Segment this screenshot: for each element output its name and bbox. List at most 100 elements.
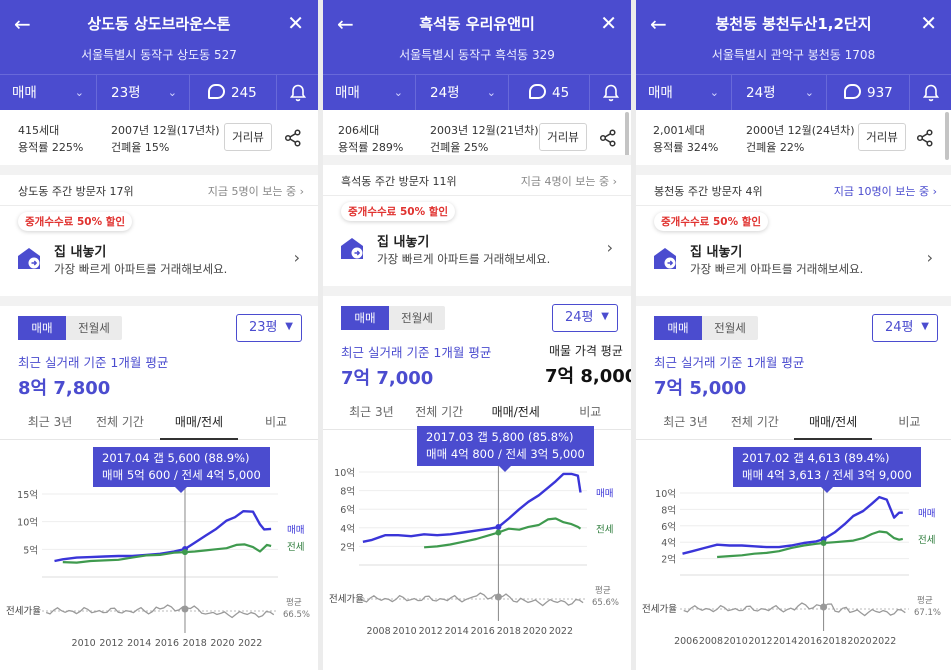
trade-type-label: 매매 — [648, 85, 673, 101]
weekly-visitor-rank: 봉천동 주간 방문자 4위 — [654, 185, 763, 198]
address: 서울특별시 관악구 봉천동 1708 — [711, 48, 876, 62]
y-tick-label: 8억 — [661, 504, 676, 516]
recent-avg-price: 8억 7,800 — [18, 378, 111, 399]
floor-area-ratio: 용적률 324% — [653, 141, 719, 154]
tooltip-gap-line: 2017.03 갭 5,800 (85.8%) — [426, 430, 574, 444]
caret-down-icon: ▼ — [601, 311, 609, 322]
size-dropdown[interactable]: 24평 ▼ — [552, 304, 618, 332]
toggle-rent[interactable]: 전월세 — [401, 311, 433, 325]
y-tick-label: 5억 — [23, 544, 38, 556]
tooltip-price-line: 매매 4억 800 / 전세 3억 5,000 — [426, 447, 585, 461]
visitor-row: 봉천동 주간 방문자 4위 지금 10명이 보는 중 › — [636, 176, 951, 206]
viewers-now-link[interactable]: 지금 4명이 보는 중 › — [520, 175, 617, 188]
tab-all-period[interactable]: 전체 기간 — [96, 415, 144, 429]
comments-button[interactable]: 937 — [844, 75, 893, 111]
list-my-home-banner[interactable]: 집 내놓기 가장 빠르게 아파트를 거래해보세요. › — [636, 230, 951, 290]
section-divider — [0, 165, 318, 175]
size-dropdown-label: 24평 — [565, 310, 594, 325]
tab-recent-3y[interactable]: 최근 3년 — [349, 405, 394, 419]
x-tick-label: 2008 — [366, 626, 390, 637]
toggle-sale[interactable]: 매매 — [654, 316, 702, 340]
deal-type-toggle: 매매 전월세 — [654, 316, 758, 340]
size-select[interactable]: 24평 ⌄ — [732, 75, 827, 111]
back-arrow-icon[interactable]: ← — [14, 12, 31, 36]
size-dropdown-label: 24평 — [885, 320, 914, 335]
share-icon[interactable] — [284, 129, 302, 147]
chevron-down-icon: ⌄ — [393, 86, 403, 99]
tab-all-period[interactable]: 전체 기간 — [415, 405, 464, 419]
toggle-sale[interactable]: 매매 — [18, 316, 66, 340]
size-dropdown[interactable]: 23평 ▼ — [236, 314, 302, 342]
viewers-now-link[interactable]: 지금 5명이 보는 중 › — [207, 185, 304, 198]
y-tick-label: 10억 — [17, 517, 38, 529]
tab-recent-3y[interactable]: 최근 3년 — [663, 415, 708, 429]
close-icon[interactable]: ✕ — [287, 11, 304, 35]
close-icon[interactable]: ✕ — [920, 11, 937, 35]
apartment-title: 봉천동 봉천두산1,2단지 — [715, 15, 872, 33]
panel-divider — [631, 0, 636, 670]
trade-type-select[interactable]: 매매 ⌄ — [636, 75, 732, 111]
back-arrow-icon[interactable]: ← — [337, 12, 354, 36]
listing-panel: ← 상도동 상도브라운스톤 ✕ 서울특별시 동작구 상도동 527 매매 ⌄ 23평 ⌄ 245… — [0, 0, 318, 670]
recent-avg-price: 7억 7,000 — [341, 368, 434, 389]
street-view-button[interactable]: 거리뷰 — [858, 123, 906, 151]
tab-sale-jeonse[interactable]: 매매/전세 — [794, 410, 872, 440]
size-dropdown[interactable]: 24평 ▼ — [872, 314, 938, 342]
tab-compare[interactable]: 비교 — [898, 415, 921, 429]
viewers-now-link[interactable]: 지금 10명이 보는 중 › — [833, 185, 937, 198]
tab-compare[interactable]: 비교 — [579, 405, 602, 419]
scrollbar[interactable] — [945, 112, 949, 160]
toggle-rent[interactable]: 전월세 — [714, 321, 746, 335]
notification-bell-button[interactable] — [589, 75, 631, 111]
tab-sale-jeonse[interactable]: 매매/전세 — [160, 410, 238, 440]
list-my-home-title: 집 내놓기 — [377, 235, 430, 250]
comments-button[interactable]: 245 — [208, 75, 257, 111]
share-icon[interactable] — [916, 129, 934, 147]
comment-count: 45 — [552, 85, 570, 101]
filter-bar: 매매 ⌄ 24평 ⌄ 937 — [636, 74, 951, 111]
notification-bell-button[interactable] — [276, 75, 318, 111]
y-tick-label: 10억 — [334, 467, 355, 479]
size-select[interactable]: 24평 ⌄ — [416, 75, 509, 111]
list-my-home-banner[interactable]: 집 내놓기 가장 빠르게 아파트를 거래해보세요. › — [323, 220, 631, 280]
x-tick-label: 2006 — [674, 636, 698, 647]
bell-icon — [922, 84, 939, 102]
comment-bubble-icon — [208, 84, 225, 99]
street-view-button[interactable]: 거리뷰 — [224, 123, 272, 151]
units-count: 206세대 — [338, 124, 380, 137]
x-tick-label: 2016 — [798, 636, 822, 647]
x-tick-label: 2012 — [99, 638, 123, 649]
scrollbar[interactable] — [625, 112, 629, 160]
trade-type-select[interactable]: 매매 ⌄ — [0, 75, 97, 111]
back-arrow-icon[interactable]: ← — [650, 12, 667, 36]
jeonse-price-line — [424, 517, 582, 549]
list-my-home-banner[interactable]: 집 내놓기 가장 빠르게 아파트를 거래해보세요. › — [0, 230, 318, 290]
tooltip-price-line: 매매 4억 3,613 / 전세 3억 9,000 — [742, 468, 912, 482]
y-tick-label: 6억 — [340, 504, 355, 516]
trade-type-select[interactable]: 매매 ⌄ — [323, 75, 416, 111]
sale-price-line — [682, 495, 903, 555]
listing-avg-label: 매물 가격 평균 — [549, 344, 623, 358]
x-tick-label: 2016 — [155, 638, 179, 649]
size-select[interactable]: 23평 ⌄ — [97, 75, 190, 111]
tab-recent-3y[interactable]: 최근 3년 — [27, 415, 73, 429]
share-icon[interactable] — [599, 129, 617, 147]
tab-compare[interactable]: 비교 — [264, 415, 288, 429]
close-icon[interactable]: ✕ — [600, 11, 617, 35]
jeonse-series-label: 전세 — [918, 535, 935, 546]
listing-avg-price: 7억 8,000 — [545, 366, 631, 387]
tab-all-period[interactable]: 전체 기간 — [730, 415, 779, 429]
street-view-button[interactable]: 거리뷰 — [539, 123, 587, 151]
notification-bell-button[interactable] — [909, 75, 951, 111]
toggle-rent[interactable]: 전월세 — [78, 321, 110, 335]
header: ← 상도동 상도브라운스톤 ✕ 서울특별시 동작구 상도동 527 매매 ⌄ 23평 ⌄ 245 — [0, 0, 318, 111]
x-tick-label: 2010 — [393, 626, 417, 637]
x-tick-label: 2008 — [699, 636, 723, 647]
toggle-sale[interactable]: 매매 — [341, 306, 389, 330]
comments-button[interactable]: 45 — [529, 75, 569, 111]
building-coverage-ratio: 건폐율 22% — [746, 141, 805, 154]
